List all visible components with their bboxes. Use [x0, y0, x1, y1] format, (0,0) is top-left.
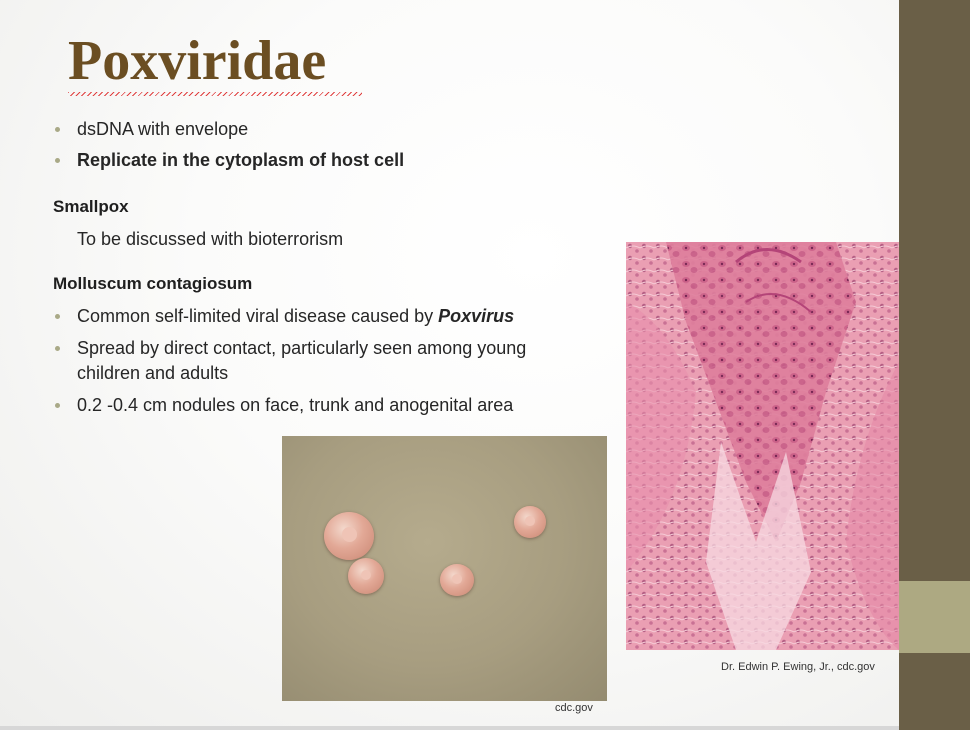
poxvirus-emphasis: Poxvirus [438, 306, 515, 326]
slide-title: Poxviridae [68, 30, 327, 92]
spellcheck-underline [68, 92, 362, 96]
bullet-replicate: Replicate in the cytoplasm of host cell [77, 150, 405, 170]
bullet-dot [55, 403, 60, 408]
bullet-dot [55, 158, 60, 163]
molluscum-heading: Molluscum contagiosum [53, 274, 253, 293]
molluscum-skin-photo [282, 436, 607, 701]
nodule [348, 558, 384, 594]
bullet-common-text: Common self-limited viral disease caused… [77, 306, 439, 326]
bullet-nodules: 0.2 -0.4 cm nodules on face, trunk and a… [77, 395, 514, 415]
bullet-dsdna: dsDNA with envelope [77, 119, 249, 139]
nodule [440, 564, 474, 596]
histology-photo-caption: Dr. Edwin P. Ewing, Jr., cdc.gov [721, 661, 875, 673]
molluscum-histology-photo [626, 242, 899, 650]
skin-photo-caption: cdc.gov [555, 702, 593, 714]
nodule [324, 512, 374, 560]
bullet-spread-line2: children and adults [77, 363, 229, 383]
sidebar-accent [899, 581, 970, 653]
bottom-border [0, 726, 899, 730]
bullet-common: Common self-limited viral disease caused… [77, 305, 514, 327]
bullet-dot [55, 127, 60, 132]
bullet-dot [55, 346, 60, 351]
bullet-dot [55, 314, 60, 319]
histology-image [626, 242, 899, 650]
nodule [514, 506, 546, 538]
smallpox-heading: Smallpox [53, 197, 129, 216]
smallpox-text: To be discussed with bioterrorism [77, 229, 344, 249]
bullet-spread-line1: Spread by direct contact, particularly s… [77, 338, 527, 358]
